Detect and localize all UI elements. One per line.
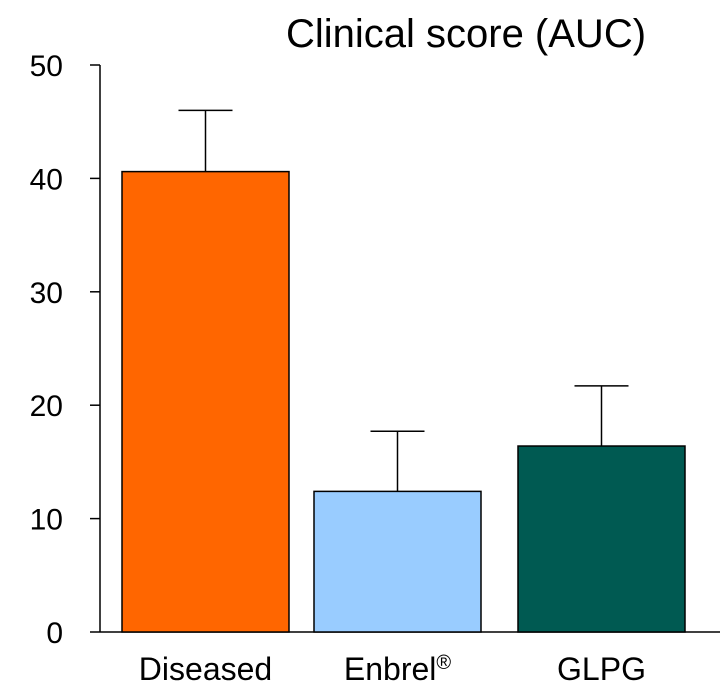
- y-axis: 0 10 20 30 40 50: [30, 50, 101, 650]
- y-tick-label: 20: [30, 390, 63, 423]
- bar-glpg: [517, 445, 686, 633]
- chart-title: Clinical score (AUC): [286, 12, 646, 56]
- y-tick-label: 0: [46, 617, 63, 650]
- registered-mark: ®: [436, 652, 451, 674]
- y-tick-label: 40: [30, 163, 63, 196]
- bar-diseased: [121, 170, 290, 633]
- y-tick-label: 10: [30, 504, 63, 537]
- x-tick-labels: Diseased Enbrel® GLPG: [139, 651, 646, 687]
- bar-enbrel: [313, 490, 482, 633]
- y-tick-label: 30: [30, 277, 63, 310]
- y-tick-label: 50: [30, 50, 63, 83]
- x-tick-label: GLPG: [557, 651, 646, 687]
- x-tick-label: Enbrel®: [344, 651, 452, 687]
- bars-group: [121, 170, 686, 633]
- error-bars-group: [178, 109, 629, 492]
- x-tick-label: Diseased: [139, 651, 272, 687]
